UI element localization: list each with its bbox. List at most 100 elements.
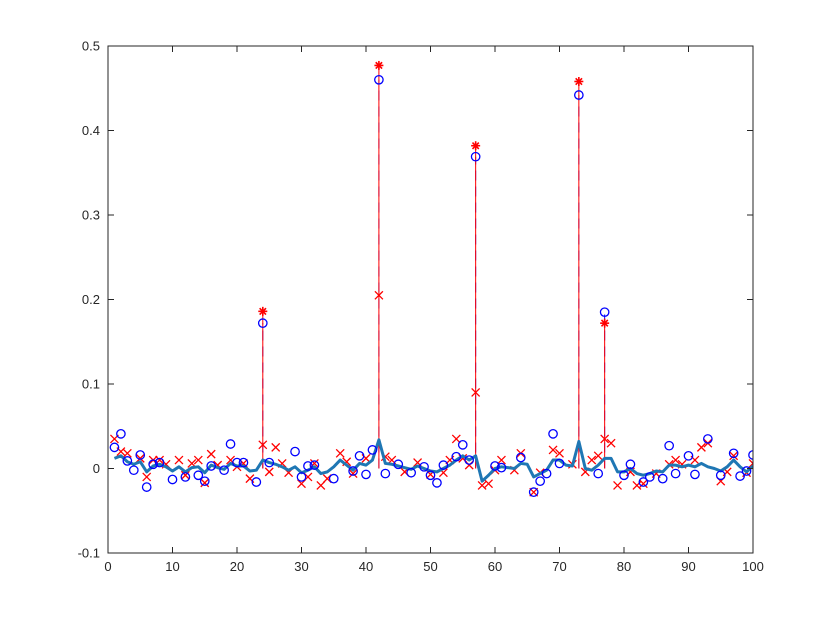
circle-marker — [657, 473, 668, 484]
circle-marker — [741, 466, 752, 476]
x-marker-stroke — [671, 455, 681, 465]
x-marker-stroke — [206, 449, 216, 459]
circle-marker — [715, 470, 726, 481]
circle-marker — [664, 440, 675, 451]
circle-marker — [573, 90, 584, 100]
star-marker — [471, 141, 481, 151]
x-marker — [600, 434, 610, 444]
circle-marker — [122, 456, 133, 466]
y-tick-label: -0.1 — [78, 546, 100, 561]
x-marker — [374, 290, 384, 300]
y-tick-label: 0.5 — [82, 39, 100, 54]
circle-marker — [206, 461, 217, 471]
x-marker — [271, 442, 281, 452]
circle-marker — [432, 478, 442, 488]
circle-marker — [541, 468, 552, 479]
circle-marker — [464, 455, 475, 465]
star-marker — [574, 76, 584, 86]
circle-marker — [238, 457, 249, 468]
x-marker-stroke — [180, 470, 190, 480]
x-marker — [555, 448, 564, 458]
x-marker-stroke — [593, 451, 603, 461]
x-tick-label: 90 — [681, 559, 695, 574]
circle-marker — [393, 459, 404, 470]
circle-marker — [406, 467, 416, 478]
x-marker — [593, 451, 603, 461]
circle-marker — [303, 461, 313, 471]
x-marker-stroke — [496, 455, 506, 465]
axes: 0 10 20 30 40 50 60 70 80 90 100 -0.1 0 0.1 0.2 0.3 0.4 0… — [78, 39, 764, 575]
x-marker-stroke — [613, 480, 623, 490]
x-tick-label: 40 — [359, 559, 373, 574]
circle-marker — [148, 459, 158, 470]
y-tick-label: 0.4 — [82, 123, 100, 138]
x-marker-stroke — [116, 447, 126, 457]
x-marker — [142, 472, 152, 482]
circle-marker — [135, 450, 146, 460]
x-marker — [638, 479, 648, 489]
star-marker-stroke — [575, 77, 583, 86]
circle-marker — [496, 462, 507, 473]
x-marker — [477, 480, 487, 490]
circle-marker — [619, 470, 629, 481]
x-tick-label: 10 — [165, 559, 179, 574]
star-marker-stroke — [600, 319, 609, 327]
circle-marker — [251, 477, 262, 487]
x-marker-stroke — [438, 468, 448, 478]
circle-marker — [167, 474, 178, 485]
star-marker-stroke — [259, 307, 267, 316]
x-marker — [606, 438, 616, 448]
x-tick-label: 20 — [230, 559, 244, 574]
x-marker-stroke — [122, 448, 132, 458]
circle-marker — [470, 151, 481, 162]
circle-marker — [683, 450, 694, 461]
x-marker-stroke — [264, 467, 274, 477]
x-marker — [206, 449, 216, 459]
circle-marker — [702, 434, 713, 444]
circle-marker — [457, 439, 468, 450]
x-marker-stroke — [729, 451, 739, 461]
x-tick-label: 0 — [104, 559, 111, 574]
x-marker-stroke — [555, 448, 564, 458]
circle-marker — [141, 482, 152, 492]
y-tick-label: 0 — [93, 461, 100, 476]
y-tick-label: 0.1 — [82, 377, 100, 392]
x-marker-stroke — [600, 434, 610, 444]
circle-marker — [367, 445, 378, 455]
x-marker — [587, 455, 597, 465]
x-marker — [335, 448, 345, 458]
circle-marker — [290, 446, 300, 457]
x-marker-stroke — [374, 290, 384, 300]
x-marker-stroke — [174, 455, 184, 465]
x-marker-stroke — [226, 455, 236, 465]
circle-marker — [419, 461, 429, 472]
star-marker — [374, 60, 384, 70]
x-marker — [484, 479, 494, 489]
x-marker-stroke — [135, 453, 145, 463]
x-marker — [696, 442, 706, 452]
circle-marker — [225, 439, 236, 449]
circle-marker — [361, 469, 371, 480]
x-marker-stroke — [748, 458, 753, 465]
x-marker — [464, 460, 474, 470]
circle-marker — [554, 458, 565, 469]
star-marker — [258, 306, 268, 316]
circle-marker — [728, 448, 739, 459]
circle-marker — [644, 472, 655, 482]
x-marker — [451, 434, 461, 444]
circle-marker — [180, 472, 191, 482]
x-marker-stroke — [193, 455, 203, 465]
x-tick-label: 80 — [617, 559, 631, 574]
x-marker — [348, 469, 358, 479]
x-marker-stroke — [361, 453, 371, 463]
x-marker-stroke — [142, 472, 152, 482]
circle-marker — [548, 429, 558, 439]
x-marker — [264, 467, 274, 477]
circle-marker — [354, 450, 365, 461]
circle-marker — [309, 460, 320, 470]
x-marker-stroke — [464, 460, 474, 470]
circle-marker — [232, 457, 242, 468]
circle-marker — [599, 307, 610, 318]
circle-marker — [328, 473, 339, 484]
